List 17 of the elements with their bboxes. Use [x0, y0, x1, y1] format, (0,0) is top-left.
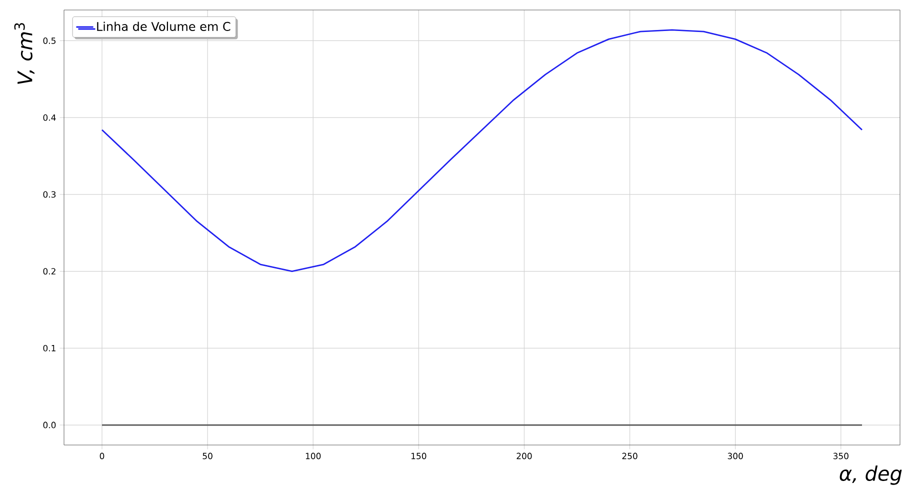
x-axis-title: α, deg — [840, 466, 902, 485]
y-tick-label: 0.0 — [43, 422, 56, 428]
x-tick-label: 100 — [306, 452, 321, 460]
x-tick-label: 0 — [100, 452, 104, 460]
legend-label: Linha de Volume em C — [97, 22, 230, 31]
y-tick-label: 0.5 — [43, 38, 56, 44]
x-tick-label: 150 — [411, 452, 426, 460]
x-tick-label: 250 — [622, 452, 638, 460]
y-tick-label: 0.1 — [43, 344, 56, 352]
x-tick-label: 350 — [833, 452, 848, 460]
y-axis-title: V, cm$^{3}$ — [14, 23, 34, 84]
y-tick-label: 0.3 — [43, 191, 56, 198]
x-tick-label: 50 — [202, 452, 212, 460]
y-tick-label: 0.4 — [43, 114, 56, 121]
x-tick-label: 200 — [516, 452, 532, 460]
x-tick-label: 300 — [728, 452, 743, 460]
y-tick-label: 0.2 — [43, 268, 56, 275]
